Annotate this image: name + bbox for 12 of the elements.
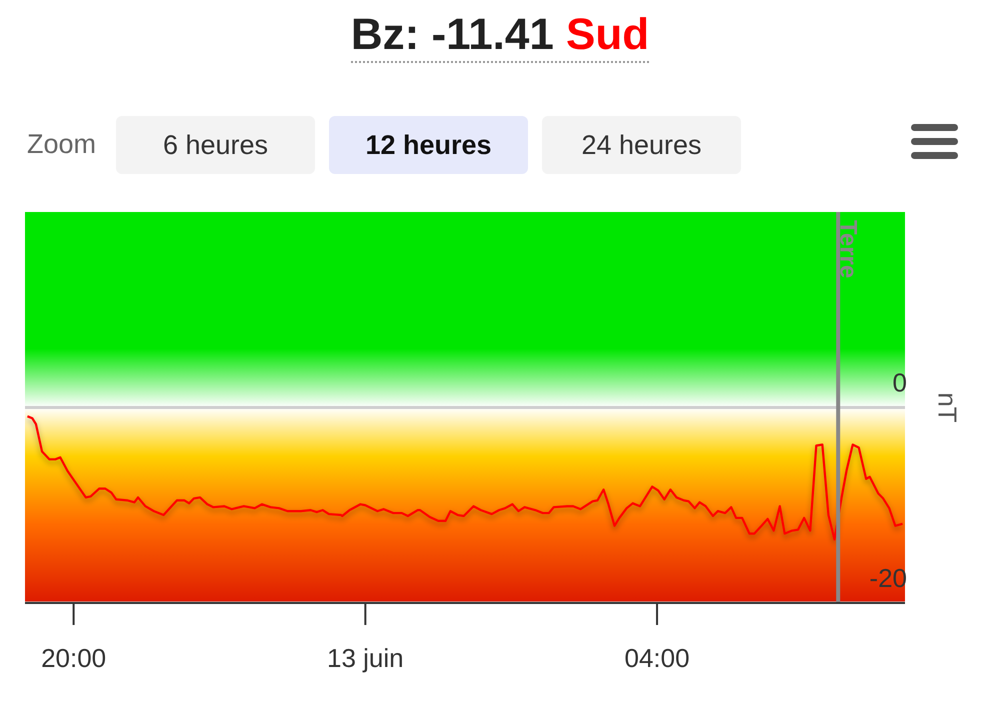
chart-title: Bz: -11.41 (350, 10, 554, 59)
text: Zoom (27, 129, 96, 160)
ref-line-label: Terre (834, 220, 862, 278)
x-tick-label: 13 juin (327, 643, 404, 673)
y-tick-label: 0 (892, 368, 907, 398)
text: 24 heures (542, 116, 741, 174)
y-axis-title: nT (932, 392, 962, 423)
x-tick-label: 04:00 (624, 643, 690, 673)
text: 6 heures (116, 116, 315, 174)
x-tick-label: 20:00 (41, 643, 106, 673)
chart-subtitle: Sud (565, 10, 650, 59)
text: 12 heures (329, 116, 528, 174)
